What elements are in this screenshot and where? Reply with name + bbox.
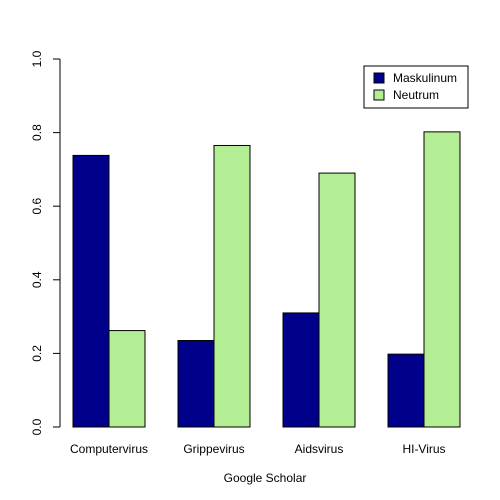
y-tick-label: 0.0: [30, 418, 44, 435]
y-axis: 0.0 0.2 0.4 0.6 0.8 1.0: [30, 50, 61, 435]
bar-maskulinum-aidsvirus: [282, 312, 320, 428]
legend-swatch-neutrum: [373, 89, 385, 101]
bar-maskulinum-grippevirus: [177, 340, 215, 428]
y-tick-label: 0.8: [30, 124, 44, 141]
y-tick-label: 1.0: [30, 50, 44, 67]
legend-label-neutrum: Neutrum: [393, 88, 439, 102]
bar-neutrum-grippevirus: [213, 144, 251, 428]
legend-box: [363, 65, 469, 109]
category-label: Grippevirus: [183, 442, 244, 456]
legend-label-maskulinum: Maskulinum: [393, 71, 457, 85]
bars: [72, 131, 461, 428]
bar-maskulinum-hi-virus: [387, 353, 425, 428]
bar-maskulinum-computervirus: [72, 154, 110, 428]
legend-swatch-maskulinum: [373, 72, 385, 84]
bar-neutrum-computervirus: [108, 330, 146, 428]
y-tick-label: 0.4: [30, 271, 44, 288]
bar-neutrum-hi-virus: [423, 131, 461, 428]
y-tick-label: 0.2: [30, 345, 44, 362]
x-axis-label: Google Scholar: [224, 471, 307, 485]
y-tick-label: 0.6: [30, 198, 44, 215]
bar-neutrum-aidsvirus: [318, 172, 356, 428]
category-label: Aidsvirus: [295, 442, 344, 456]
category-label: HI-Virus: [402, 442, 445, 456]
category-labels: Computervirus Grippevirus Aidsvirus HI-Viru…: [70, 442, 446, 456]
category-label: Computervirus: [70, 442, 148, 456]
legend: Maskulinum Neutrum: [363, 65, 469, 109]
